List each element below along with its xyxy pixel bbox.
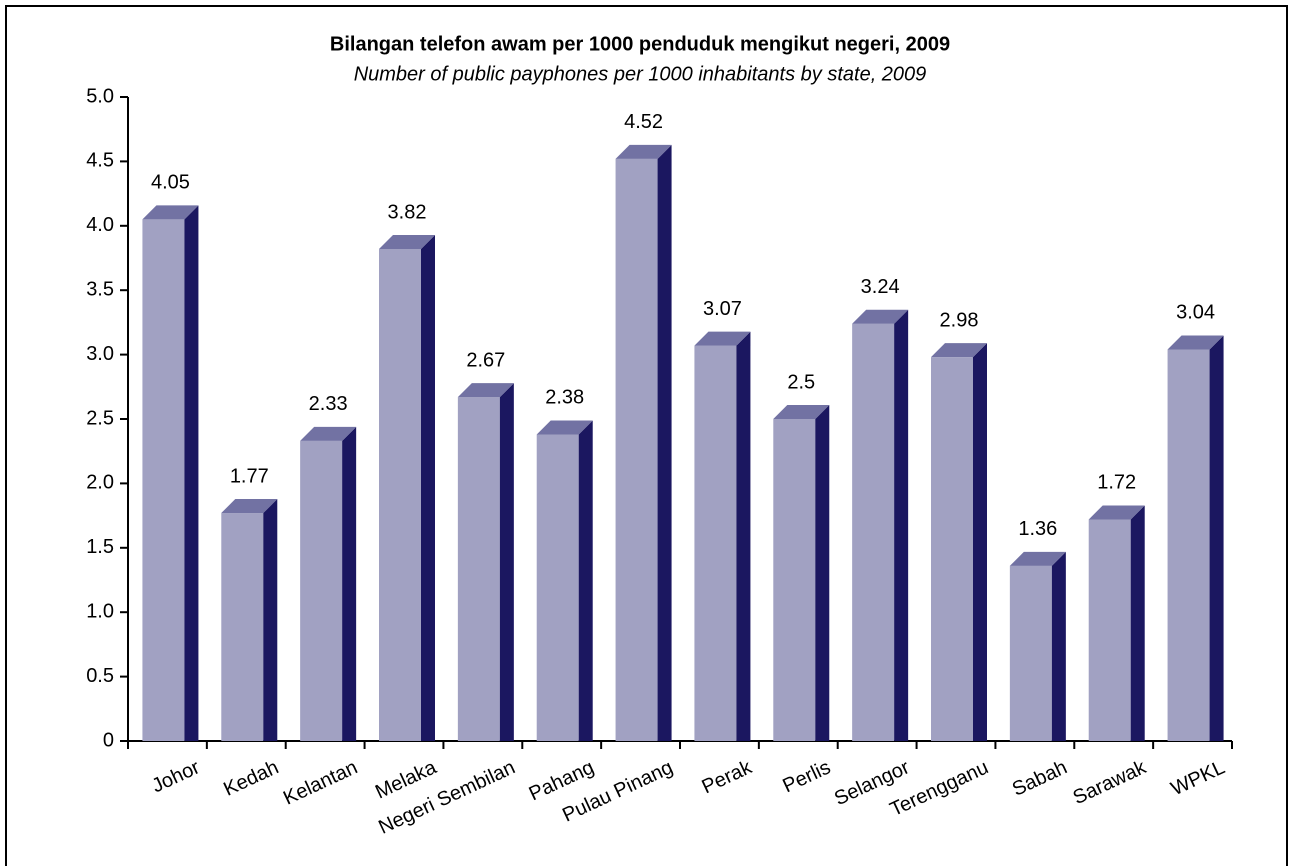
value-label: 3.07 [703,298,742,320]
bar-front [1009,565,1052,741]
bar-front [300,440,343,741]
value-label: 1.36 [1018,518,1057,540]
bar-front [1167,349,1210,741]
value-label: 2.67 [466,349,505,371]
y-tick-label: 3.5 [86,278,114,300]
bar-top [1167,335,1224,350]
bar-front [931,357,973,741]
chart-subtitle: Number of public payphones per 1000 inha… [354,63,927,85]
x-tick-label: Kedah [220,756,282,800]
bar-side [1051,551,1066,741]
value-label: 1.72 [1097,472,1136,494]
value-label: 4.05 [151,172,190,194]
bar-top [379,234,435,249]
x-tick-label: Negeri Sembilan [375,756,518,838]
bar-front [457,397,500,741]
bar-side [263,499,278,741]
y-tick-label: 5.0 [86,85,114,107]
bar-front [221,513,264,741]
bar-front [142,219,185,742]
bar-top [694,331,751,346]
bar-side [421,234,435,741]
frame [5,5,1288,866]
x-tick-label: Kelantan [280,756,361,809]
bar-front [852,323,895,741]
y-tick-label: 4.0 [86,214,114,236]
y-tick-label: 0.5 [86,665,114,687]
bar-top [536,420,593,435]
bar-front [379,248,421,741]
bar-top [773,405,830,419]
x-tick-label: WPKL [1168,756,1229,800]
y-tick-label: 3.0 [86,343,114,365]
x-tick-label: Perlis [779,756,834,797]
bar-side [657,144,672,742]
bar-side [184,205,199,742]
bar-top [1009,551,1066,566]
y-tick-label: 0 [103,729,114,751]
bar-side [973,343,987,741]
value-label: 4.52 [624,111,663,133]
bar-side [342,426,357,741]
value-label: 3.04 [1176,302,1215,324]
bar-front [773,419,816,741]
bar-top [1088,505,1145,520]
y-tick-label: 1.0 [86,600,114,622]
value-label: 1.77 [230,465,269,487]
bar-side [578,420,593,741]
bar-side [736,331,751,741]
x-tick-label: Perak [699,756,757,798]
value-label: 2.33 [309,393,348,415]
bar-front [1088,519,1131,741]
bar-front [536,434,579,741]
value-label: 3.24 [861,276,900,298]
bar-top [852,309,909,324]
bar-top [615,144,672,159]
value-label: 2.98 [940,309,979,331]
value-label: 2.5 [787,371,815,393]
y-tick-label: 1.5 [86,536,114,558]
bar-front [694,345,737,741]
bar-side [1209,335,1224,741]
value-label: 2.38 [545,387,584,409]
bar-top [221,499,278,514]
bar-front [615,158,658,742]
bar-top [457,383,514,398]
chart-title: Bilangan telefon awam per 1000 penduduk … [330,33,950,55]
y-tick-label: 2.5 [86,407,114,429]
bar-top [142,205,199,220]
bar-top [300,426,357,441]
bar-side [815,405,830,741]
value-label: 3.82 [388,201,427,223]
x-tick-label: Sarawak [1070,756,1151,809]
bar-side [894,309,909,741]
bar-side [499,383,514,741]
y-tick-label: 2.0 [86,472,114,494]
x-tick-label: Johor [149,756,204,797]
y-tick-label: 4.5 [86,150,114,172]
bar-top [931,343,987,358]
x-tick-label: Sabah [1009,756,1071,800]
bar-side [1130,505,1145,741]
